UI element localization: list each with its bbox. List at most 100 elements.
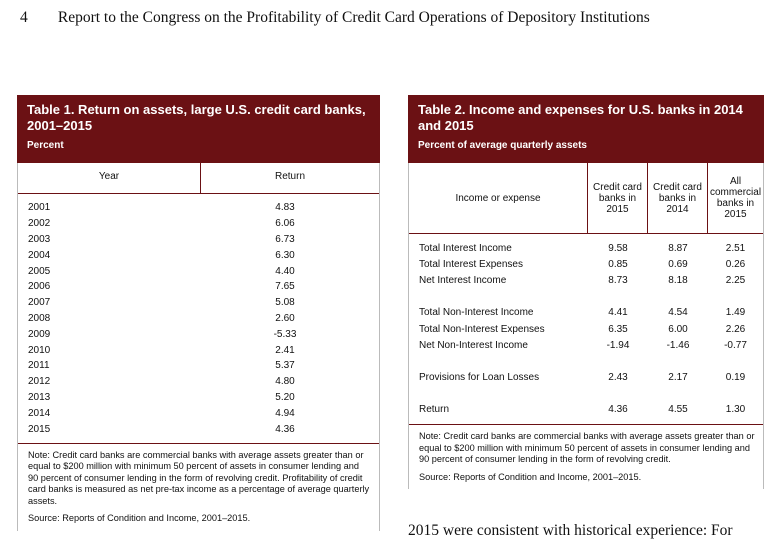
year-cell: 2004 xyxy=(28,249,51,261)
value-cell-cc-2014: 4.55 xyxy=(668,404,688,416)
table-row: Net Non-Interest Income -1.94 -1.46 -0.77 xyxy=(409,337,763,353)
value-cell-cc-2015: 9.58 xyxy=(608,242,628,254)
table-row: 2006 7.65 xyxy=(18,279,379,295)
table-1-rows: 2001 4.83 2002 6.06 2003 6.73 2004 6.30 2005 4.40… xyxy=(18,194,379,443)
column-header-cc-2014: Credit card banks in 2014 xyxy=(648,163,708,233)
value-cell-all-2015: 0.19 xyxy=(725,372,746,384)
table-2-subtitle: Percent of average quarterly assets xyxy=(418,140,587,151)
value-cell-all-2015: 1.49 xyxy=(725,307,746,319)
table-1-note-text: Note: Credit card banks are commercial b… xyxy=(28,449,370,506)
row-spacer xyxy=(409,289,763,305)
table-row: Net Interest Income 8.73 8.18 2.25 xyxy=(409,272,763,288)
table-2-column-headers: Income or expense Credit card banks in 2… xyxy=(409,163,763,234)
return-cell: 5.08 xyxy=(275,297,295,309)
return-cell: 6.73 xyxy=(275,233,295,245)
value-cell-all-2015: -0.77 xyxy=(724,339,747,351)
value-cell-cc-2014: 8.87 xyxy=(668,242,688,254)
value-cell-all-2015: 2.26 xyxy=(725,323,746,335)
running-title: Report to the Congress on the Profitabil… xyxy=(57,9,650,26)
value-cell-cc-2014: 8.18 xyxy=(668,274,688,286)
column-header-cc-2015: Credit card banks in 2015 xyxy=(588,163,648,233)
return-cell: 5.20 xyxy=(275,391,295,403)
year-cell: 2012 xyxy=(28,376,51,388)
table-1-source: Source: Reports of Condition and Income,… xyxy=(28,513,251,524)
year-cell: 2008 xyxy=(28,312,51,324)
year-cell: 2011 xyxy=(28,360,50,372)
return-cell: 4.94 xyxy=(275,407,295,419)
label-cell: Total Interest Income xyxy=(419,242,512,254)
return-cell: 2.60 xyxy=(275,312,295,324)
body-paragraph: 2015 were consistent with historical exp… xyxy=(408,522,733,539)
table-2-source: Source: Reports of Condition and Income,… xyxy=(419,471,642,482)
table-row: Total Interest Expenses 0.85 0.69 0.26 xyxy=(409,256,763,272)
label-cell: Net Interest Income xyxy=(419,274,507,286)
table-row: 2009 -5.33 xyxy=(18,326,379,342)
table-row: 2015 4.36 xyxy=(18,421,379,437)
value-cell-cc-2015: -1.94 xyxy=(606,339,630,351)
label-cell: Total Non-Interest Income xyxy=(419,307,534,319)
table-1-body: Year Return 2001 4.83 2002 6.06 2003 6.73 2004… xyxy=(17,163,380,531)
row-spacer xyxy=(409,386,763,402)
table-row: Total Interest Income 9.58 8.87 2.51 xyxy=(409,240,763,256)
table-1-column-headers: Year Return xyxy=(18,163,379,194)
table-1-header: Table 1. Return on assets, large U.S. cr… xyxy=(17,95,380,163)
table-2: Table 2. Income and expenses for U.S. ba… xyxy=(408,95,764,490)
return-cell: 4.36 xyxy=(275,423,295,435)
table-row: 2014 4.94 xyxy=(18,405,379,421)
column-header-income-or-expense: Income or expense xyxy=(409,163,588,233)
value-cell-cc-2015: 0.85 xyxy=(608,258,628,270)
label-cell: Provisions for Loan Losses xyxy=(419,372,540,384)
return-cell: -5.33 xyxy=(273,328,297,340)
column-header-return: Return xyxy=(274,171,305,182)
table-1-subtitle: Percent xyxy=(27,140,64,151)
table-2-rows: Total Interest Income 9.58 8.87 2.51 Total I… xyxy=(409,234,763,424)
year-cell: 2014 xyxy=(28,407,51,419)
value-cell-cc-2014: 6.00 xyxy=(668,323,688,335)
year-cell: 2010 xyxy=(28,344,51,356)
label-cell: Total Non-Interest Expenses xyxy=(419,323,545,335)
page-number: 4 xyxy=(20,9,28,26)
value-cell-cc-2015: 4.41 xyxy=(608,307,628,319)
table-row: 2007 5.08 xyxy=(18,295,379,311)
table-row: Provisions for Loan Losses 2.43 2.17 0.19 xyxy=(409,370,763,386)
table-row: 2011 5.37 xyxy=(18,358,379,374)
value-cell-all-2015: 1.30 xyxy=(725,404,746,416)
year-cell: 2003 xyxy=(28,233,51,245)
table-2-note-text: Note: Credit card banks are commercial b… xyxy=(419,431,755,465)
value-cell-cc-2015: 8.73 xyxy=(608,274,628,286)
return-cell: 4.40 xyxy=(275,265,295,277)
return-cell: 4.83 xyxy=(275,202,295,214)
return-cell: 7.65 xyxy=(275,281,295,293)
value-cell-cc-2015: 2.43 xyxy=(608,372,628,384)
table-row: Return 4.36 4.55 1.30 xyxy=(409,402,763,418)
table-2-body: Income or expense Credit card banks in 2… xyxy=(408,163,764,490)
value-cell-cc-2015: 4.36 xyxy=(608,404,628,416)
label-cell: Return xyxy=(419,404,450,416)
label-cell: Net Non-Interest Income xyxy=(419,339,528,351)
page-header: 4 Report to the Congress on the Profitab… xyxy=(20,9,760,27)
column-header-year: Year xyxy=(18,163,201,193)
table-row: 2012 4.80 xyxy=(18,374,379,390)
table-1-note: Note: Credit card banks are commercial b… xyxy=(18,442,379,531)
table-row: 2001 4.83 xyxy=(18,200,379,216)
return-cell: 6.06 xyxy=(275,218,295,230)
table-2-note: Note: Credit card banks are commercial b… xyxy=(409,424,763,489)
table-2-title: Table 2. Income and expenses for U.S. ba… xyxy=(418,102,743,133)
return-cell: 5.37 xyxy=(275,360,295,372)
table-row: Total Non-Interest Income 4.41 4.54 1.49 xyxy=(409,305,763,321)
year-cell: 2005 xyxy=(28,265,51,277)
year-cell: 2006 xyxy=(28,281,51,293)
table-row: Total Non-Interest Expenses 6.35 6.00 2.26 xyxy=(409,321,763,337)
value-cell-all-2015: 0.26 xyxy=(725,258,746,270)
table-2-header: Table 2. Income and expenses for U.S. ba… xyxy=(408,95,764,163)
table-row: 2002 6.06 xyxy=(18,216,379,232)
value-cell-cc-2015: 6.35 xyxy=(608,323,628,335)
year-cell: 2002 xyxy=(28,218,51,230)
table-row: 2008 2.60 xyxy=(18,311,379,327)
column-header-all-banks-2015: All commercial banks in 2015 xyxy=(709,176,762,220)
value-cell-all-2015: 2.51 xyxy=(725,242,746,254)
year-cell: 2015 xyxy=(28,423,51,435)
table-row: 2010 2.41 xyxy=(18,342,379,358)
return-cell: 6.30 xyxy=(275,249,295,261)
year-cell: 2001 xyxy=(28,202,51,214)
